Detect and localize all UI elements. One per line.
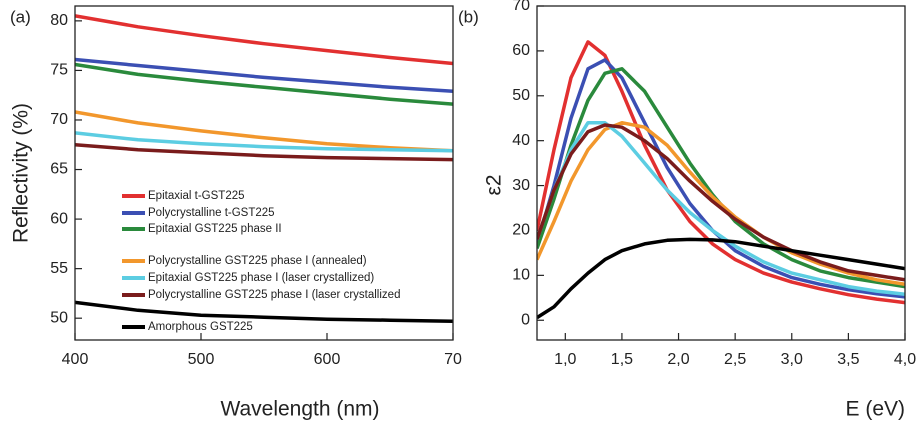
y-tick-label: 65 bbox=[50, 161, 68, 178]
data-line bbox=[537, 120, 905, 296]
legend-label: Polycrystalline t-GST225 bbox=[148, 207, 275, 219]
x-tick-label: 2,0 bbox=[667, 351, 689, 368]
legend-label: Epitaxial t-GST225 bbox=[148, 190, 245, 202]
y-axis-label: ε2 bbox=[483, 174, 506, 195]
y-axis-label: Reflectivity (%) bbox=[10, 103, 33, 243]
data-line bbox=[537, 67, 905, 289]
y-tick-label: 75 bbox=[50, 62, 68, 79]
x-tick-label: 3,0 bbox=[781, 351, 803, 368]
plot-frame bbox=[536, 5, 906, 341]
data-line bbox=[537, 123, 905, 282]
y-tick-label: 70 bbox=[50, 111, 68, 128]
data-line bbox=[75, 131, 453, 153]
data-line bbox=[537, 40, 905, 305]
panel-label: (a) bbox=[10, 7, 31, 26]
legend-label: Epitaxial GST225 phase II bbox=[148, 223, 282, 235]
legend-label: Epitaxial GST225 phase I (laser crystall… bbox=[148, 272, 374, 284]
data-line bbox=[75, 62, 453, 106]
x-tick-label: 1,0 bbox=[554, 351, 576, 368]
data-line bbox=[537, 237, 905, 320]
y-tick-label: 10 bbox=[512, 267, 530, 284]
y-tick-label: 55 bbox=[50, 260, 68, 277]
y-tick-label: 30 bbox=[512, 177, 530, 194]
plot-frame bbox=[74, 5, 454, 341]
y-tick-label: 50 bbox=[50, 309, 68, 326]
data-line bbox=[75, 14, 453, 66]
x-axis-label: Wavelength (nm) bbox=[220, 398, 379, 421]
x-tick-label: 3,5 bbox=[837, 351, 859, 368]
data-line bbox=[75, 300, 453, 323]
x-tick-label: 600 bbox=[314, 351, 341, 368]
x-axis-label: E (eV) bbox=[845, 398, 905, 421]
y-tick-label: 60 bbox=[50, 210, 68, 227]
legend-label: Polycrystalline GST225 phase I (annealed… bbox=[148, 255, 367, 267]
data-line bbox=[75, 143, 453, 162]
x-tick-label: 2,5 bbox=[724, 351, 746, 368]
legend-label: Polycrystalline GST225 phase I (laser cr… bbox=[148, 289, 400, 301]
x-tick-label: 4,0 bbox=[894, 351, 916, 368]
data-line bbox=[75, 57, 453, 93]
x-tick-label: 500 bbox=[188, 351, 215, 368]
x-tick-label: 1,5 bbox=[611, 351, 633, 368]
legend-label: Amorphous GST225 bbox=[148, 321, 253, 333]
y-tick-label: 20 bbox=[512, 222, 530, 239]
y-tick-label: 80 bbox=[50, 12, 68, 29]
y-tick-label: 50 bbox=[512, 87, 530, 104]
data-line bbox=[537, 120, 905, 287]
y-tick-label: 70 bbox=[512, 0, 530, 14]
data-line bbox=[537, 58, 905, 299]
y-tick-label: 40 bbox=[512, 132, 530, 149]
x-tick-label: 400 bbox=[62, 351, 89, 368]
y-tick-label: 0 bbox=[521, 311, 530, 328]
panel-label: (b) bbox=[458, 7, 479, 26]
data-line bbox=[75, 110, 453, 153]
y-tick-label: 60 bbox=[512, 42, 530, 59]
x-tick-label: 70 bbox=[444, 351, 462, 368]
